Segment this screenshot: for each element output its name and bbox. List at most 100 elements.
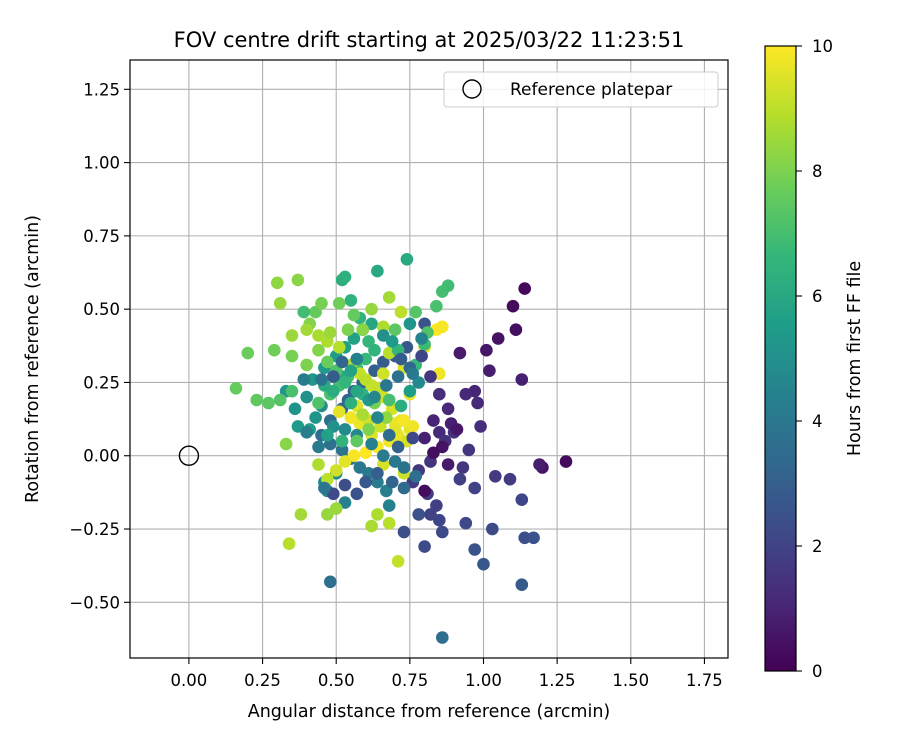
data-point — [406, 420, 420, 433]
data-point — [312, 343, 325, 357]
data-point — [391, 555, 405, 568]
data-point — [309, 411, 322, 424]
data-point — [436, 631, 449, 644]
data-point — [329, 464, 343, 477]
data-point — [368, 343, 381, 357]
data-point — [441, 279, 455, 293]
data-point — [436, 440, 449, 454]
data-point — [356, 408, 370, 422]
reference-marker — [178, 445, 200, 466]
data-point — [285, 384, 299, 398]
data-point — [441, 402, 455, 416]
data-point — [394, 305, 408, 319]
data-point — [409, 305, 423, 319]
data-point — [377, 329, 390, 342]
data-point — [371, 411, 384, 424]
data-point — [474, 420, 487, 433]
data-point — [559, 455, 573, 468]
data-point — [324, 575, 337, 589]
data-point — [382, 499, 396, 512]
x-tick-label: 0.00 — [171, 671, 208, 690]
data-point — [321, 355, 334, 369]
data-point — [406, 367, 420, 381]
data-point — [397, 525, 411, 539]
x-tick-label: 0.50 — [318, 671, 355, 690]
data-point — [350, 434, 364, 448]
data-point — [297, 305, 311, 319]
data-point — [430, 299, 443, 313]
data-point — [418, 484, 431, 498]
data-point — [318, 481, 331, 495]
data-point — [453, 472, 467, 486]
data-point — [489, 470, 502, 483]
data-point — [338, 478, 352, 492]
x-axis-ticks: 0.00 0.25 0.50 0.75 1.00 1.25 1.50 1.75 — [171, 658, 723, 690]
data-point — [456, 461, 470, 474]
data-point — [268, 343, 281, 357]
data-point — [527, 531, 540, 545]
data-point — [533, 458, 546, 471]
data-point — [300, 390, 314, 404]
x-tick-label: 1.00 — [465, 671, 502, 690]
y-tick-label: 0.50 — [83, 300, 120, 319]
data-point — [321, 428, 334, 442]
data-point — [368, 390, 381, 404]
data-point — [380, 379, 393, 392]
data-point — [509, 323, 523, 337]
data-point — [477, 557, 490, 571]
data-point — [394, 399, 408, 413]
data-point — [441, 458, 455, 471]
data-point — [282, 537, 296, 550]
data-point — [518, 282, 531, 295]
data-point — [397, 481, 411, 495]
data-point — [382, 428, 396, 442]
data-point — [347, 449, 361, 463]
data-point — [486, 522, 499, 536]
data-point — [427, 446, 440, 460]
data-point — [415, 332, 428, 345]
data-point — [418, 540, 431, 553]
x-axis-label: Angular distance from reference (arcmin) — [248, 702, 611, 722]
data-point — [338, 423, 352, 436]
data-point — [436, 320, 449, 334]
data-point — [515, 493, 529, 507]
plot-area-frame — [129, 59, 729, 659]
data-point — [285, 349, 299, 363]
data-point — [315, 373, 328, 386]
x-tick-label: 1.25 — [539, 671, 576, 690]
data-point — [462, 443, 476, 457]
data-point — [365, 437, 378, 451]
data-point — [436, 525, 449, 539]
data-point — [377, 449, 390, 463]
y-axis-ticks: −0.50 −0.25 0.00 0.25 0.50 0.75 1.00 1.25 — [69, 80, 130, 612]
y-tick-label: 1.25 — [83, 80, 120, 99]
data-point — [300, 426, 314, 439]
data-point — [344, 294, 358, 307]
data-point — [327, 370, 340, 383]
data-point — [312, 396, 325, 410]
colorbar-tick-label: 8 — [812, 162, 823, 181]
data-point — [365, 519, 378, 533]
data-point — [359, 373, 373, 386]
data-point — [403, 384, 417, 398]
data-point — [288, 402, 302, 416]
colorbar-tick-label: 10 — [812, 37, 833, 56]
data-point — [433, 387, 446, 401]
data-point — [315, 297, 328, 310]
data-point — [341, 323, 355, 337]
y-tick-label: −0.25 — [69, 520, 120, 539]
data-point — [382, 291, 396, 304]
data-point — [385, 335, 399, 348]
data-point — [377, 367, 390, 381]
data-point — [406, 431, 420, 445]
x-tick-label: 1.75 — [686, 671, 723, 690]
data-point — [382, 516, 396, 530]
data-point — [471, 396, 484, 410]
data-point — [365, 302, 378, 316]
colorbar: 0 2 4 6 8 10 Hours from first FF file — [764, 37, 865, 681]
data-point — [371, 508, 384, 521]
data-point — [468, 543, 482, 556]
data-point — [371, 467, 384, 480]
